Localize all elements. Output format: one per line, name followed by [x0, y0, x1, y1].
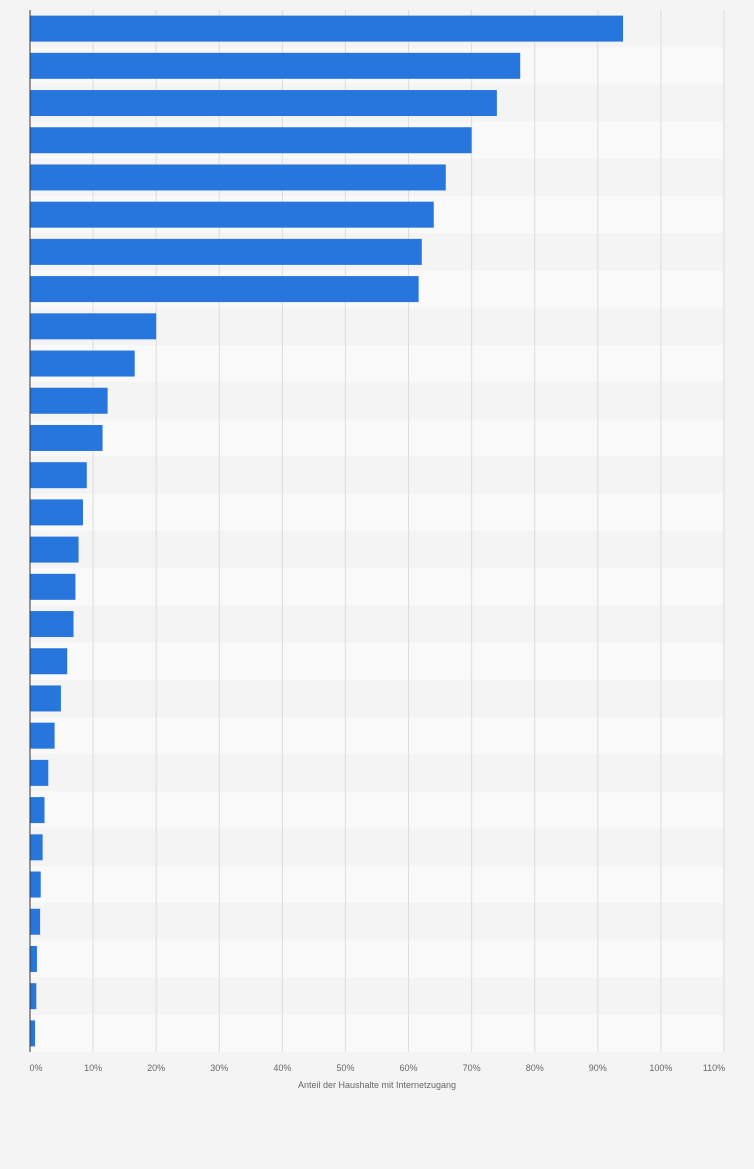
- bar: [30, 759, 49, 786]
- x-tick-label: 90%: [589, 1063, 607, 1073]
- x-tick-label: 100%: [649, 1063, 672, 1073]
- bar: [30, 52, 521, 79]
- x-tick-labels: 0% 10% 20% 30% 40% 50% 60% 70% 80% 90% 100% 110%: [29, 1063, 725, 1073]
- bar: [30, 424, 103, 451]
- x-tick-label: 30%: [210, 1063, 228, 1073]
- bar: [30, 611, 74, 638]
- row-band: [30, 903, 724, 941]
- bar: [30, 536, 79, 563]
- bar: [30, 685, 61, 712]
- x-tick-label: 40%: [273, 1063, 291, 1073]
- x-axis-title: Anteil der Haushalte mit Internetzugang: [298, 1080, 456, 1090]
- row-band: [30, 605, 724, 643]
- bar: [30, 983, 37, 1010]
- bar: [30, 313, 157, 340]
- bars: [30, 15, 624, 1047]
- bar: [30, 871, 41, 898]
- row-band: [30, 456, 724, 494]
- bar: [30, 945, 37, 972]
- x-tick-label: 110%: [703, 1063, 725, 1073]
- bar: [30, 238, 422, 265]
- bar: [30, 573, 76, 600]
- x-tick-label: 20%: [147, 1063, 165, 1073]
- bar: [30, 127, 472, 154]
- row-band: [30, 1014, 724, 1052]
- x-tick-label: 50%: [336, 1063, 354, 1073]
- bar: [30, 722, 55, 749]
- row-band: [30, 568, 724, 606]
- row-band: [30, 717, 724, 755]
- row-band: [30, 344, 724, 383]
- bar: [30, 648, 68, 675]
- row-band: [30, 940, 724, 978]
- x-tick-label: 0%: [29, 1063, 42, 1073]
- bar: [30, 908, 41, 935]
- row-band: [30, 642, 724, 680]
- bar: [30, 1020, 36, 1047]
- bar: [30, 276, 419, 303]
- row-band: [30, 754, 724, 792]
- x-tick-label: 80%: [526, 1063, 544, 1073]
- x-tick-label: 70%: [463, 1063, 481, 1073]
- bar: [30, 797, 45, 824]
- row-band: [30, 791, 724, 829]
- bar: [30, 387, 108, 414]
- bar: [30, 15, 624, 42]
- row-band: [30, 382, 724, 420]
- row-band: [30, 419, 724, 457]
- bar: [30, 201, 434, 228]
- row-band: [30, 679, 724, 718]
- bar: [30, 499, 83, 526]
- row-band: [30, 865, 724, 904]
- row-band: [30, 493, 724, 531]
- bar: [30, 164, 446, 191]
- bar: [30, 90, 497, 117]
- bar: [30, 462, 87, 489]
- row-band: [30, 531, 724, 569]
- x-tick-label: 60%: [400, 1063, 418, 1073]
- row-band: [30, 977, 724, 1015]
- x-tick-label: 10%: [84, 1063, 102, 1073]
- bar: [30, 350, 135, 377]
- row-band: [30, 828, 724, 866]
- bar: [30, 834, 43, 861]
